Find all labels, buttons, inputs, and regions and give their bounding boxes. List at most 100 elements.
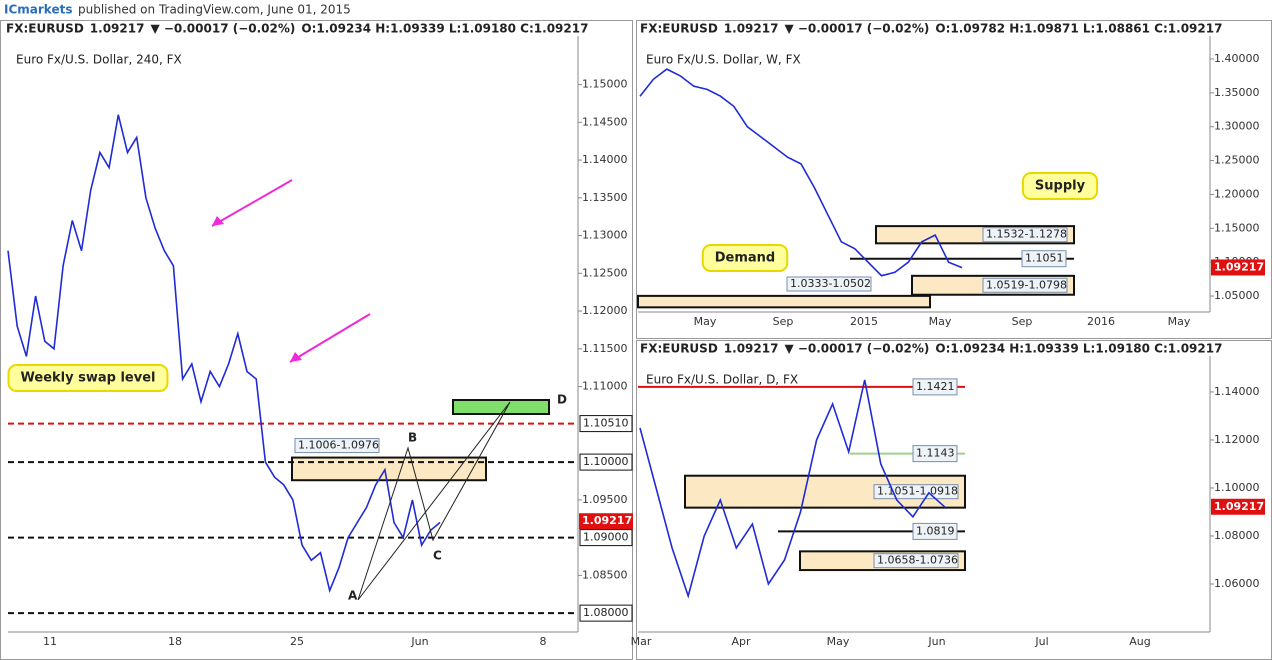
x-tick-label: Mar: [631, 635, 652, 648]
chart-title: Euro Fx/U.S. Dollar, 240, FX: [16, 53, 182, 67]
x-tick-label: May: [1168, 315, 1191, 328]
x-tick-label: 2016: [1087, 315, 1115, 328]
zone-label-box: [786, 276, 872, 292]
zone-label: 1.0658-1.0736: [877, 554, 958, 567]
price-line: [639, 379, 946, 599]
target-zone: [452, 399, 550, 415]
point-label: D: [557, 393, 567, 407]
x-tick-label: May: [827, 635, 850, 648]
x-tick-label: Sep: [773, 315, 794, 328]
y-tick-label: 1.10000: [1214, 481, 1260, 494]
header-last: 1.09217: [90, 22, 145, 36]
y-tick-label: 1.08000: [1214, 529, 1260, 542]
y-tick-label: 1.25000: [1214, 154, 1260, 167]
level-label: 1.09000: [583, 531, 629, 544]
x-tick-label: Aug: [1129, 635, 1150, 648]
zone-label: 1.0333-1.0502: [790, 277, 871, 290]
level-label: 1.10510: [583, 417, 629, 430]
price-label-box: [1211, 259, 1265, 276]
price-label: 1.09217: [1214, 500, 1264, 513]
zone: [291, 456, 487, 482]
zone-label: 1.1532-1.1278: [986, 228, 1067, 241]
y-tick-label: 1.12000: [1214, 433, 1260, 446]
level-label-box: [579, 604, 633, 622]
x-tick-label: Jul: [1034, 635, 1048, 648]
header-change: ▼ −0.00017 (−0.02%): [150, 22, 295, 36]
level-label: 1.10000: [583, 455, 629, 468]
harmonic: [357, 401, 511, 601]
x-tick-label: 2015: [850, 315, 878, 328]
callout-text: Supply: [1035, 179, 1086, 194]
chart-title: Euro Fx/U.S. Dollar, D, FX: [646, 373, 798, 387]
callout: [7, 364, 169, 392]
zone-label: 1.0519-1.0798: [986, 278, 1067, 291]
zone-label-box: [982, 277, 1068, 293]
point-label: C: [433, 549, 442, 563]
x-tick-label: 8: [540, 635, 547, 648]
y-tick-label: 1.11500: [582, 342, 628, 355]
zone-label: 1.1006-1.0976: [298, 439, 379, 452]
price-line: [7, 114, 441, 594]
y-tick-label: 1.14000: [1214, 385, 1260, 398]
header-symbol: FX:EURUSD: [640, 342, 718, 356]
x-tick-label: May: [929, 315, 952, 328]
arrow: [289, 313, 371, 363]
callout: [1021, 172, 1099, 200]
header-ohlc: O:1.09234 H:1.09339 L:1.09180 C:1.09217: [935, 342, 1222, 356]
y-tick-label: 1.30000: [1214, 120, 1260, 133]
level-label: 1.08000: [583, 606, 629, 619]
zone-label-box: [294, 438, 380, 454]
level-label-box: [579, 529, 633, 547]
y-tick-label: 1.12500: [582, 266, 628, 279]
header-last: 1.09217: [724, 342, 779, 356]
callout-text: Demand: [715, 251, 776, 266]
x-tick-label: Jun: [927, 635, 945, 648]
publish-note: published on TradingView.com, June 01, 2…: [78, 3, 351, 17]
y-tick-label: 1.20000: [1214, 187, 1260, 200]
zone: [637, 294, 931, 309]
header-symbol: FX:EURUSD: [6, 22, 84, 36]
level-label: 1.0819: [916, 524, 955, 537]
level-label: 1.1051: [1025, 252, 1064, 265]
chart-title: Euro Fx/U.S. Dollar, W, FX: [646, 53, 801, 67]
y-tick-label: 1.05000: [1214, 289, 1260, 302]
arrow-head: [290, 352, 302, 362]
x-tick-label: 11: [43, 635, 57, 648]
header-ohlc: O:1.09782 H:1.09871 L:1.08861 C:1.09217: [935, 22, 1222, 36]
level-label-box: [912, 378, 958, 396]
callout: [701, 244, 789, 272]
arrow-head: [212, 216, 224, 226]
y-tick-label: 1.15000: [582, 78, 628, 91]
zone-label-box: [873, 553, 959, 569]
zone-label-box: [982, 227, 1068, 243]
price-label: 1.09217: [1214, 260, 1264, 273]
level-label-box: [912, 445, 958, 463]
y-tick-label: 1.15000: [1214, 221, 1260, 234]
level-label-box: [579, 415, 633, 433]
price-label: 1.09217: [582, 514, 632, 527]
zone-label: 1.1051-1.0918: [877, 485, 958, 498]
x-tick-label: Sep: [1012, 315, 1033, 328]
header-last: 1.09217: [724, 22, 779, 36]
x-tick-label: May: [694, 315, 717, 328]
brand[interactable]: ICmarkets: [4, 3, 72, 17]
level-label-box: [912, 522, 958, 540]
header-change: ▼ −0.00017 (−0.02%): [784, 342, 929, 356]
y-tick-label: 1.14500: [582, 115, 628, 128]
price-line: [639, 68, 963, 277]
arrow: [211, 179, 293, 227]
point-label: B: [408, 431, 417, 445]
y-tick-label: 1.09500: [582, 493, 628, 506]
callout-text: Weekly swap level: [21, 371, 156, 386]
y-tick-label: 1.35000: [1214, 86, 1260, 99]
level-label: 1.1143: [916, 447, 955, 460]
x-tick-label: 18: [168, 635, 182, 648]
level-label-box: [1021, 250, 1067, 268]
price-label-box: [579, 513, 633, 530]
y-tick-label: 1.13000: [582, 229, 628, 242]
y-tick-label: 1.11000: [582, 380, 628, 393]
level-label-box: [579, 453, 633, 471]
y-tick-label: 1.14000: [582, 153, 628, 166]
y-tick-label: 1.12000: [582, 304, 628, 317]
y-tick-label: 1.40000: [1214, 52, 1260, 65]
